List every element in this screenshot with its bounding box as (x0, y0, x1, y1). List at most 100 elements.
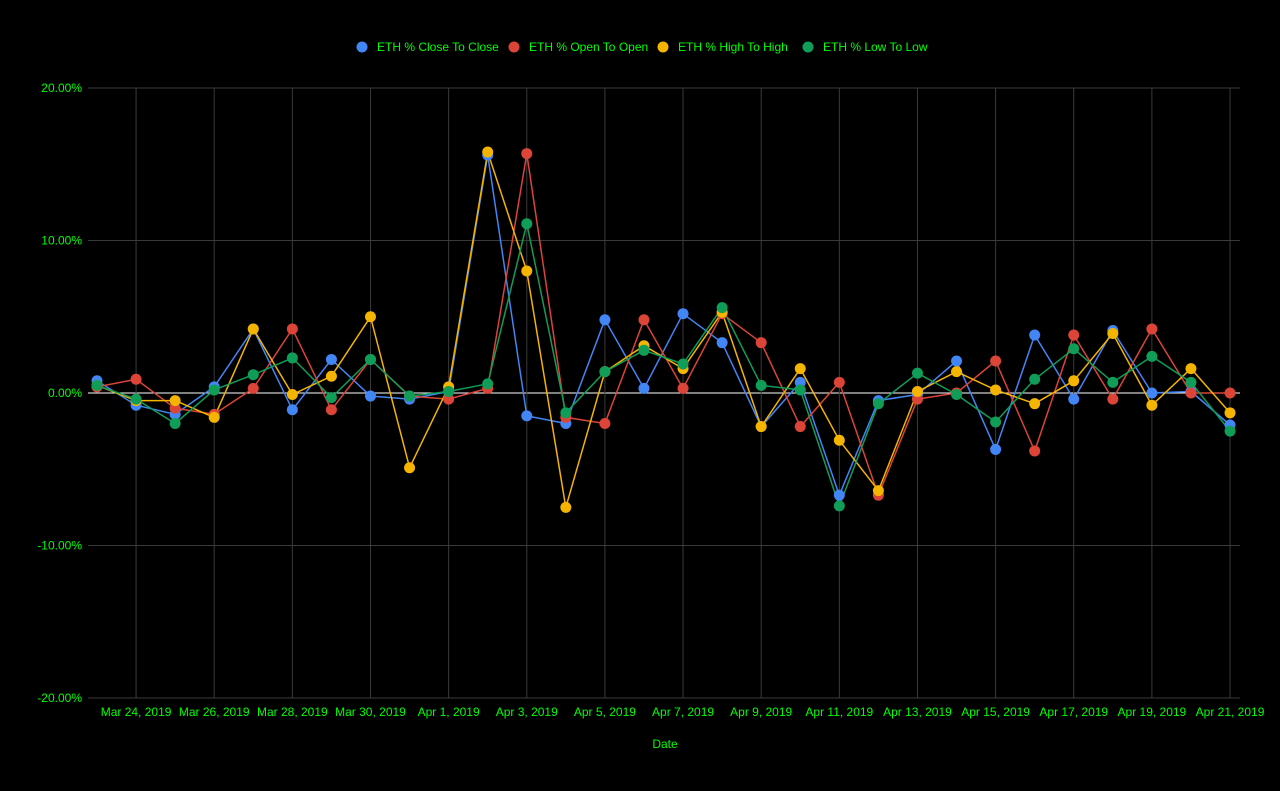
x-tick-label: Mar 24, 2019 (101, 705, 172, 719)
data-point (1185, 376, 1197, 388)
data-point (1146, 399, 1158, 411)
legend-swatch (508, 41, 520, 53)
y-tick-label: 20.00% (41, 81, 82, 95)
data-point (482, 378, 494, 390)
y-tick-label: -10.00% (37, 539, 82, 553)
x-tick-label: Apr 15, 2019 (961, 705, 1030, 719)
data-point (833, 500, 845, 512)
data-point (755, 421, 767, 433)
x-tick-label: Apr 11, 2019 (805, 705, 873, 719)
data-point (404, 462, 416, 474)
data-point (1068, 329, 1080, 341)
data-point (364, 353, 376, 365)
data-point (1029, 373, 1041, 385)
data-point (1185, 363, 1197, 375)
y-tick-label: -20.00% (37, 691, 82, 705)
data-point (833, 376, 845, 388)
data-point (599, 314, 611, 326)
y-axis-ticks: 20.00% 10.00% 0.00% -10.00% -20.00% (37, 81, 82, 705)
data-point (247, 369, 259, 381)
data-point (872, 485, 884, 497)
data-point (716, 337, 728, 349)
data-point (794, 363, 806, 375)
data-point (130, 373, 142, 385)
x-tick-label: Apr 21, 2019 (1196, 705, 1265, 719)
data-point (404, 390, 416, 402)
data-point (325, 404, 337, 416)
data-point (599, 366, 611, 378)
data-point (130, 393, 142, 405)
data-point (1107, 393, 1119, 405)
data-point (364, 390, 376, 402)
data-point (638, 382, 650, 394)
series-line (96, 154, 1231, 496)
data-point (325, 392, 337, 404)
data-point (638, 344, 650, 356)
data-point (1146, 387, 1158, 399)
data-point (286, 404, 298, 416)
data-point (951, 389, 963, 401)
series-line (96, 222, 1231, 507)
series-lines (91, 146, 1236, 513)
data-point (1224, 407, 1236, 419)
data-point (794, 376, 806, 388)
data-point (638, 314, 650, 326)
legend-label: ETH % Low To Low (823, 40, 928, 54)
legend-label: ETH % Open To Open (529, 40, 648, 54)
data-point (169, 395, 181, 407)
x-tick-label: Apr 7, 2019 (652, 705, 714, 719)
legend-swatch (657, 41, 669, 53)
series-line (96, 152, 1230, 496)
data-point (677, 382, 689, 394)
x-tick-label: Apr 5, 2019 (574, 705, 636, 719)
data-point (1068, 375, 1080, 387)
data-point (443, 393, 455, 405)
x-axis-title: Date (652, 737, 678, 751)
data-point (325, 370, 337, 382)
data-point (990, 416, 1002, 428)
data-point (208, 411, 220, 423)
y-tick-label: 0.00% (48, 386, 82, 400)
data-point (911, 393, 923, 405)
data-point (1146, 350, 1158, 362)
data-point (872, 398, 884, 410)
data-point (1107, 328, 1119, 340)
legend-item: ETH % Low To Low (802, 40, 928, 54)
x-tick-label: Apr 9, 2019 (730, 705, 792, 719)
legend-label: ETH % High To High (678, 40, 788, 54)
x-tick-label: Apr 19, 2019 (1118, 705, 1187, 719)
data-point (990, 384, 1002, 396)
grid-lines (88, 87, 1240, 699)
legend-item: ETH % Open To Open (508, 40, 648, 54)
x-tick-label: Apr 13, 2019 (883, 705, 952, 719)
data-point (1107, 376, 1119, 388)
legend-swatch (802, 41, 814, 53)
legend-label: ETH % Close To Close (377, 40, 499, 54)
data-point (716, 302, 728, 314)
data-point (247, 382, 259, 394)
data-point (208, 384, 220, 396)
data-point (1185, 387, 1197, 399)
series-line (96, 151, 1231, 509)
data-point (833, 434, 845, 446)
data-point (91, 379, 103, 391)
legend-item: ETH % Close To Close (356, 40, 499, 54)
data-point (911, 385, 923, 397)
x-tick-label: Apr 17, 2019 (1039, 705, 1108, 719)
data-point (677, 358, 689, 370)
legend-swatch (356, 41, 368, 53)
y-tick-label: 10.00% (41, 234, 82, 248)
data-point (794, 384, 806, 396)
data-point (286, 389, 298, 401)
data-point (1068, 343, 1080, 355)
data-point (1068, 393, 1080, 405)
data-point (1146, 323, 1158, 335)
legend-item: ETH % High To High (657, 40, 788, 54)
data-point (521, 410, 533, 422)
x-tick-label: Mar 26, 2019 (179, 705, 250, 719)
data-point (521, 218, 533, 230)
data-point (247, 323, 259, 335)
data-point (794, 421, 806, 433)
data-point (1029, 398, 1041, 410)
